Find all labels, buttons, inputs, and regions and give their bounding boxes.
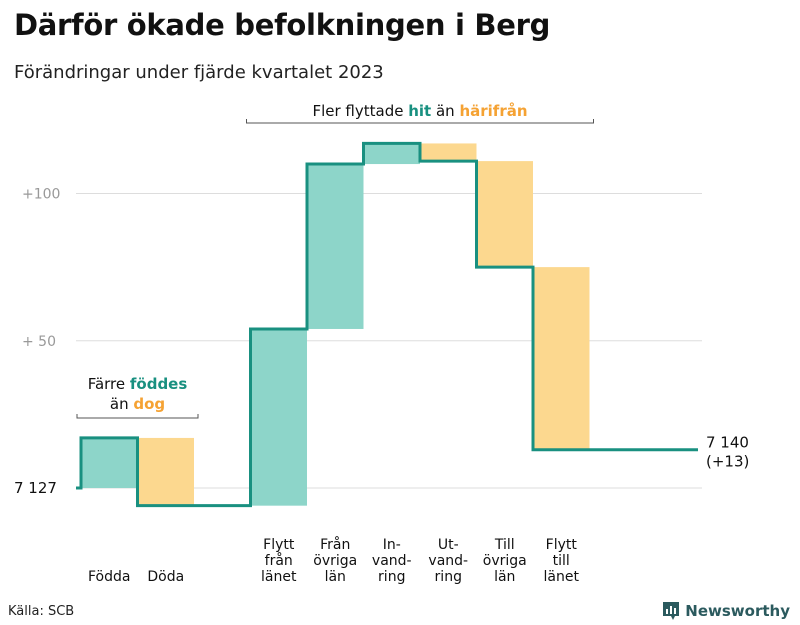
category-label: vand- — [372, 553, 412, 569]
category-label: ring — [435, 569, 462, 585]
increase-bar — [307, 164, 364, 329]
decrease-bar — [533, 267, 590, 450]
increase-bar — [81, 437, 138, 488]
category-label: Födda — [88, 569, 130, 585]
category-label: länet — [544, 569, 580, 585]
annotation-bracket — [246, 119, 594, 124]
category-label: från — [265, 552, 293, 569]
chart-title: Därför ökade befolkningen i Berg — [14, 8, 551, 42]
category-label: In- — [383, 537, 401, 553]
category-label: Flytt — [263, 537, 295, 553]
chart-subtitle: Förändringar under fjärde kvartalet 2023 — [14, 62, 384, 83]
increase-bar — [363, 143, 420, 165]
category-label: Från — [320, 536, 350, 553]
logo-chart-icon — [663, 602, 680, 620]
category-label: ring — [378, 569, 405, 585]
category-label: till — [553, 553, 570, 569]
category-label: Ut- — [438, 537, 459, 553]
annotation-text: än dog — [110, 395, 165, 413]
decrease-bar — [137, 437, 194, 506]
annotation-text-part: dog — [133, 395, 165, 413]
annotation-text: Fler flyttade hit än härifrån — [312, 102, 527, 120]
annotation-text-part: än — [431, 102, 459, 120]
start-value-label: 7 127 — [14, 479, 57, 497]
end-change-label: (+13) — [706, 453, 749, 471]
annotation-text-part: Färre — [88, 375, 130, 393]
y-tick-label: +100 — [22, 187, 60, 203]
category-label: övriga — [313, 553, 357, 569]
annotation-bracket — [76, 414, 199, 419]
category-label: länet — [261, 569, 297, 585]
category-label: Flytt — [546, 537, 578, 553]
decrease-bar — [476, 161, 533, 268]
end-value-label: 7 140 — [706, 434, 749, 452]
category-label: Döda — [147, 569, 184, 585]
source-note: Källa: SCB — [8, 604, 75, 619]
newsworthy-logo: Newsworthy — [662, 601, 790, 621]
annotation-text-part: hit — [408, 102, 431, 120]
category-label: län — [325, 569, 346, 585]
increase-bar — [250, 328, 307, 506]
annotation-text-part: föddes — [130, 375, 187, 393]
annotation-text: Färre föddes — [88, 375, 188, 393]
brand-name: Newsworthy — [685, 602, 790, 620]
cumulative-line — [76, 141, 698, 508]
category-label: Till — [494, 537, 515, 553]
annotation-text-part: härifrån — [459, 102, 527, 120]
annotation-text-part: Fler flyttade — [312, 102, 408, 120]
category-label: vand- — [428, 553, 468, 569]
category-label: övriga — [483, 553, 527, 569]
category-label: län — [494, 569, 515, 585]
y-tick-label: + 50 — [22, 334, 56, 350]
decrease-bar — [420, 143, 477, 162]
annotation-text-part: än — [110, 395, 133, 413]
